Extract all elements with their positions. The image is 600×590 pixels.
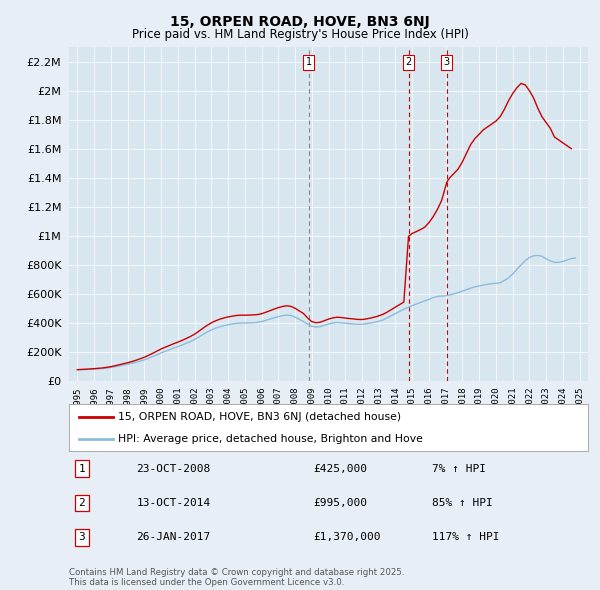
- Text: 1: 1: [305, 57, 311, 67]
- Text: 15, ORPEN ROAD, HOVE, BN3 6NJ: 15, ORPEN ROAD, HOVE, BN3 6NJ: [170, 15, 430, 29]
- Text: 3: 3: [444, 57, 450, 67]
- Text: 13-OCT-2014: 13-OCT-2014: [136, 498, 211, 508]
- Text: 2: 2: [79, 498, 85, 508]
- Text: 3: 3: [79, 532, 85, 542]
- Text: Price paid vs. HM Land Registry's House Price Index (HPI): Price paid vs. HM Land Registry's House …: [131, 28, 469, 41]
- Text: 85% ↑ HPI: 85% ↑ HPI: [432, 498, 493, 508]
- Text: 26-JAN-2017: 26-JAN-2017: [136, 532, 211, 542]
- Text: £995,000: £995,000: [313, 498, 367, 508]
- Text: HPI: Average price, detached house, Brighton and Hove: HPI: Average price, detached house, Brig…: [118, 434, 423, 444]
- Text: 15, ORPEN ROAD, HOVE, BN3 6NJ (detached house): 15, ORPEN ROAD, HOVE, BN3 6NJ (detached …: [118, 412, 401, 422]
- Text: 117% ↑ HPI: 117% ↑ HPI: [432, 532, 500, 542]
- Text: 2: 2: [406, 57, 412, 67]
- Text: 1: 1: [79, 464, 85, 474]
- Text: 23-OCT-2008: 23-OCT-2008: [136, 464, 211, 474]
- Text: Contains HM Land Registry data © Crown copyright and database right 2025.
This d: Contains HM Land Registry data © Crown c…: [69, 568, 404, 587]
- Text: £425,000: £425,000: [313, 464, 367, 474]
- Text: £1,370,000: £1,370,000: [313, 532, 380, 542]
- Text: 7% ↑ HPI: 7% ↑ HPI: [432, 464, 486, 474]
